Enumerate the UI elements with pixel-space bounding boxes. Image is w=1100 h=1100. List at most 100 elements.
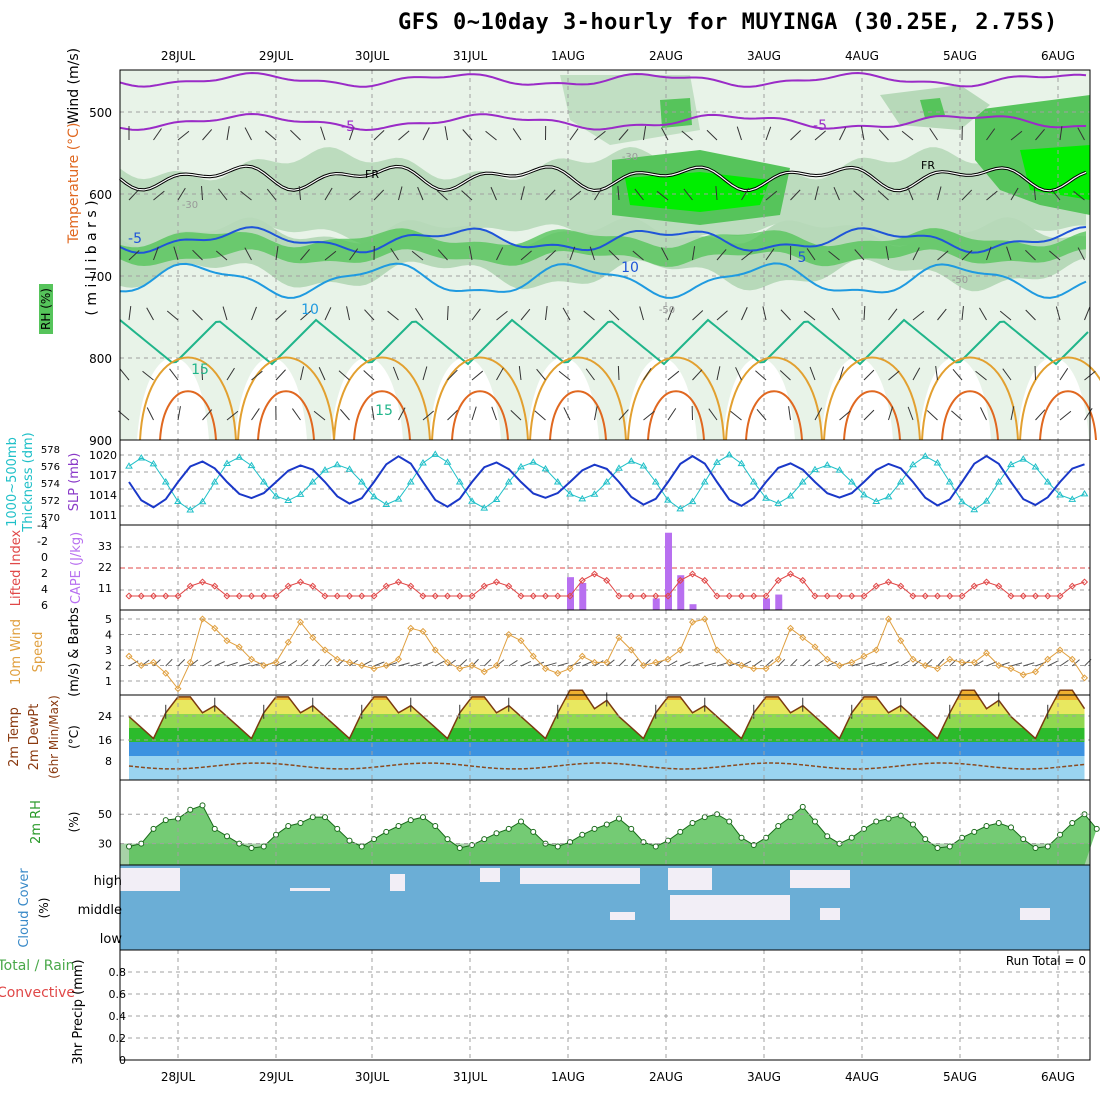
rh2m-point [530,828,537,835]
rh2m-area [129,805,1097,865]
wind-barb [790,189,801,201]
wind-barb [814,130,826,141]
date-label-top: 28JUL [161,49,196,63]
wind-barb [809,366,816,381]
wind-barb [681,130,693,141]
date-label-bottom: 5AUG [943,1070,977,1084]
wind-barb [290,129,301,141]
wind-barb [708,408,718,421]
wind-barb [240,190,252,201]
wind-barb-10m [496,659,505,667]
wind-barb [447,409,458,421]
thickness-point [945,478,954,485]
wind-barb-10m [851,662,863,667]
precip-axis-label: Total / Rain [0,958,75,974]
wind10m-axis-label: Speed [31,632,46,673]
dewpoint-series [128,762,1085,770]
slp-tick-label: 1020 [89,449,117,462]
wind-barb [569,190,582,201]
wind-barb-10m [900,660,910,667]
wind-speed-point [590,658,599,666]
wind-barb [266,188,277,201]
li-point [260,592,268,600]
wind-speed-point [688,618,697,626]
wind-barb [545,306,548,321]
li-point [1068,582,1076,590]
rh2m-point [224,833,230,840]
cape-tick-label: 22 [98,561,112,574]
wind-barb-10m [680,661,691,667]
contour-label: -5 [128,231,142,247]
thickness-axis-label: Thickness (dm) [21,432,36,532]
wind-barb [667,306,674,321]
li-point [407,582,415,590]
li-point [125,592,133,600]
wind-barb [1077,247,1085,261]
thickness-point [259,478,268,485]
wind-barb [422,127,430,141]
thickness-point [860,490,868,498]
cloud-gap [668,868,712,890]
wind-barb [1077,127,1085,141]
wind-speed-point [652,658,660,666]
rh2m-point [689,820,696,827]
wind-barb [201,365,203,381]
rh2m-point [334,825,341,832]
wind-barb [142,370,154,381]
thickness-point [566,489,574,497]
wind-tick-label: 3 [105,644,112,657]
wind-barb [471,406,477,421]
li-point [860,592,868,600]
temp-contour-25 [843,390,901,441]
wind-speed-point [456,665,464,673]
wind-barb-10m [508,660,518,667]
wind-speed-point [799,634,807,642]
rh2m-point [971,828,978,835]
wind-barb [512,128,522,141]
precip-panel [120,950,1090,1060]
wind-tick-label: 2 [105,660,112,673]
date-label-top: 29JUL [259,49,294,63]
li-point [1031,592,1040,600]
thickness-point [174,497,182,505]
li-point [737,592,746,600]
wind-barb [730,410,742,421]
wind-barb [422,366,428,381]
thickness-point [247,461,256,469]
wind-barb [986,246,992,261]
cape-bar [689,604,697,610]
wind-speed-point [223,637,231,645]
rh-shading-saturated [625,172,770,212]
thickness-point [615,464,623,471]
li-point [235,592,243,600]
rh2m-point [652,843,659,850]
wind-barb [741,250,753,261]
thickness-point [725,450,734,458]
thickness-point [504,478,513,485]
thickness-point [688,497,697,505]
cape-bar [775,594,783,610]
pressure-tick-label: 500 [89,106,112,120]
wind-speed-point [247,655,256,663]
wind-barb [349,248,359,261]
wind-barb-10m [1010,662,1023,667]
wind-speed-point [566,665,574,673]
wind-barb-10m [1023,662,1035,667]
wind-barb-10m [802,659,811,667]
cape-bar [763,598,770,610]
wind-barb [741,307,748,321]
date-label-top: 1AUG [551,49,585,63]
thickness-point [1019,455,1028,462]
wind-speed-point [872,646,880,654]
wind-barb [373,129,385,141]
thickness-point [455,478,464,485]
slp-series [128,454,1085,509]
thickness-point [762,494,770,501]
wind-barb-10m [692,662,704,667]
rh2m-point [260,843,267,850]
rh2m-point [775,822,782,829]
wind-barb-10m [545,662,557,667]
li-point [382,582,390,590]
wind-barb [363,370,375,381]
wind-barb-10m [483,658,492,667]
